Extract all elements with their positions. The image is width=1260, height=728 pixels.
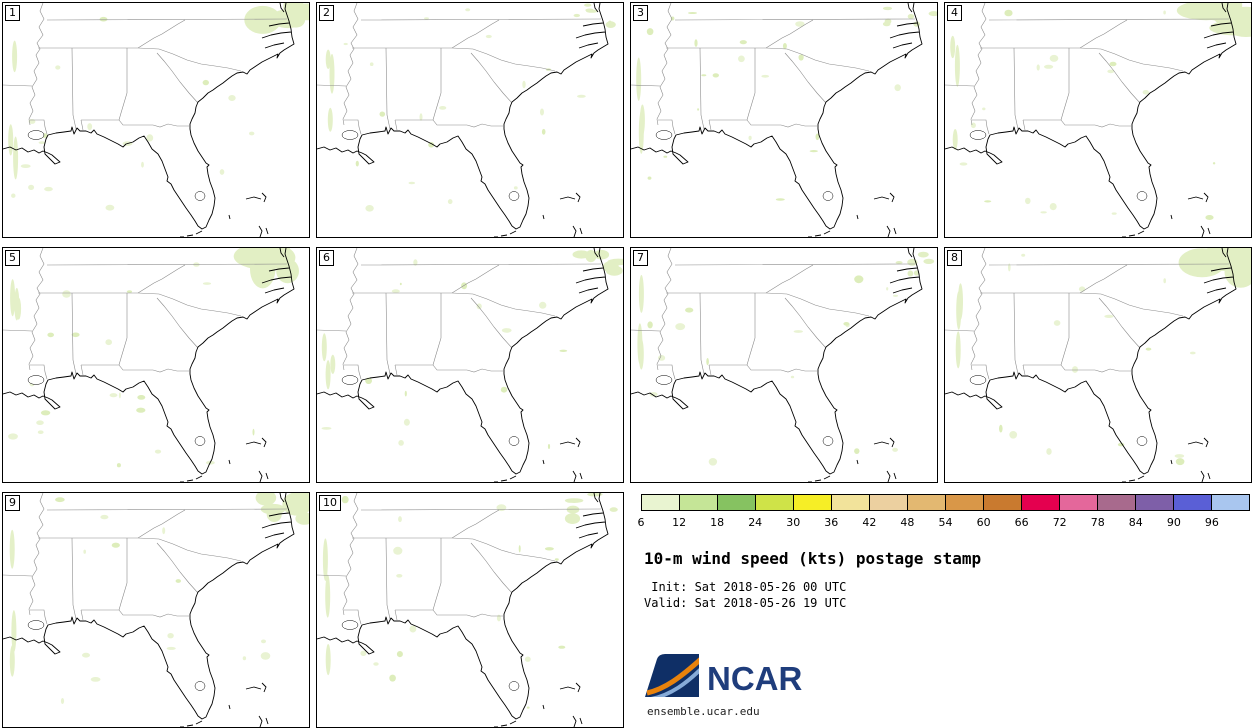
colorbar-segment	[1136, 495, 1174, 510]
colorbar-tick: 6	[637, 516, 645, 529]
ensemble-member-panel: 7	[630, 247, 938, 483]
se-us-wind-map	[3, 3, 309, 237]
ensemble-member-panel: 4	[944, 2, 1252, 238]
colorbar-segment	[832, 495, 870, 510]
colorbar-segment	[642, 495, 680, 510]
colorbar-segment	[1174, 495, 1212, 510]
ensemble-member-panel: 1	[2, 2, 310, 238]
colorbar-tick: 42	[862, 516, 877, 529]
se-us-wind-map	[945, 248, 1251, 482]
se-us-wind-map	[631, 3, 937, 237]
light-wind-shading	[8, 248, 299, 468]
se-us-wind-map	[945, 3, 1251, 237]
colorbar-segment	[718, 495, 756, 510]
se-us-wind-map	[631, 248, 935, 482]
colorbar-tick: 66	[1014, 516, 1029, 529]
light-wind-shading	[321, 249, 623, 449]
colorbar-segment	[1098, 495, 1136, 510]
ensemble-member-panel: 6	[316, 247, 624, 483]
colorbar-tick: 72	[1052, 516, 1067, 529]
ensemble-member-panel: 9	[2, 492, 310, 728]
member-number-label: 1	[5, 5, 20, 21]
colorbar-tick: 30	[786, 516, 801, 529]
colorbar-tick: 24	[748, 516, 763, 529]
light-wind-shading	[322, 493, 618, 709]
wind-speed-colorbar	[641, 494, 1250, 511]
light-wind-shading	[325, 3, 616, 212]
member-number-label: 3	[633, 5, 648, 21]
colorbar-segment	[1212, 495, 1249, 510]
ncar-logo-orange-arc	[646, 657, 699, 696]
colorbar-segment	[680, 495, 718, 510]
se-us-wind-map	[317, 3, 616, 237]
light-wind-shading	[955, 248, 1251, 466]
member-number-label: 2	[319, 5, 334, 21]
ensemble-member-panel: 5	[2, 247, 310, 483]
member-number-label: 4	[947, 5, 962, 21]
product-title: 10-m wind speed (kts) postage stamp	[644, 549, 982, 568]
colorbar-tick: 84	[1128, 516, 1143, 529]
colorbar-tick: 48	[900, 516, 915, 529]
valid-time: Valid: Sat 2018-05-26 19 UTC	[644, 596, 847, 610]
light-wind-shading	[9, 493, 309, 704]
ensemble-member-panel: 10	[316, 492, 624, 728]
run-times: Init: Sat 2018-05-26 00 UTC Valid: Sat 2…	[644, 579, 846, 611]
light-wind-shading	[636, 6, 937, 201]
colorbar-tick: 54	[938, 516, 953, 529]
light-wind-shading	[8, 3, 309, 211]
colorbar-segment	[870, 495, 908, 510]
light-wind-shading	[950, 3, 1251, 220]
member-number-label: 6	[319, 250, 334, 266]
member-number-label: 8	[947, 250, 962, 266]
ncar-logo: NCAR	[645, 654, 802, 697]
light-wind-shading	[637, 251, 935, 466]
member-number-label: 9	[5, 495, 20, 511]
colorbar-segment	[1060, 495, 1098, 510]
member-number-label: 7	[633, 250, 648, 266]
member-number-label: 10	[319, 495, 341, 511]
ncar-logo-wordmark: NCAR	[707, 660, 802, 697]
colorbar-tick: 90	[1166, 516, 1181, 529]
colorbar-tick: 96	[1204, 516, 1219, 529]
colorbar-segment	[1022, 495, 1060, 510]
member-number-label: 5	[5, 250, 20, 266]
ensemble-member-panel: 8	[944, 247, 1252, 483]
ncar-logo-emblem	[645, 654, 699, 697]
se-us-wind-map	[317, 248, 623, 482]
colorbar-segment	[946, 495, 984, 510]
colorbar-segment	[984, 495, 1022, 510]
ensemble-member-panel: 3	[630, 2, 938, 238]
ensemble-member-panel: 2	[316, 2, 624, 238]
colorbar-tick: 12	[672, 516, 687, 529]
site-url: ensemble.ucar.edu	[647, 705, 760, 718]
colorbar-tick-labels: 6 12 18 24 30 36 42 48 54 60 66 72 78 84 90 96	[637, 516, 1250, 529]
colorbar-tick: 36	[824, 516, 839, 529]
colorbar-segment	[908, 495, 946, 510]
ncar-logo-blue-arc	[650, 665, 699, 697]
se-us-wind-map	[317, 493, 618, 727]
colorbar-tick: 18	[710, 516, 725, 529]
se-us-wind-map	[3, 493, 309, 727]
se-us-wind-map	[3, 248, 299, 482]
colorbar-tick: 78	[1090, 516, 1105, 529]
colorbar-segment	[756, 495, 794, 510]
init-time: Init: Sat 2018-05-26 00 UTC	[644, 580, 847, 594]
colorbar-tick: 60	[976, 516, 991, 529]
colorbar-segment	[794, 495, 832, 510]
